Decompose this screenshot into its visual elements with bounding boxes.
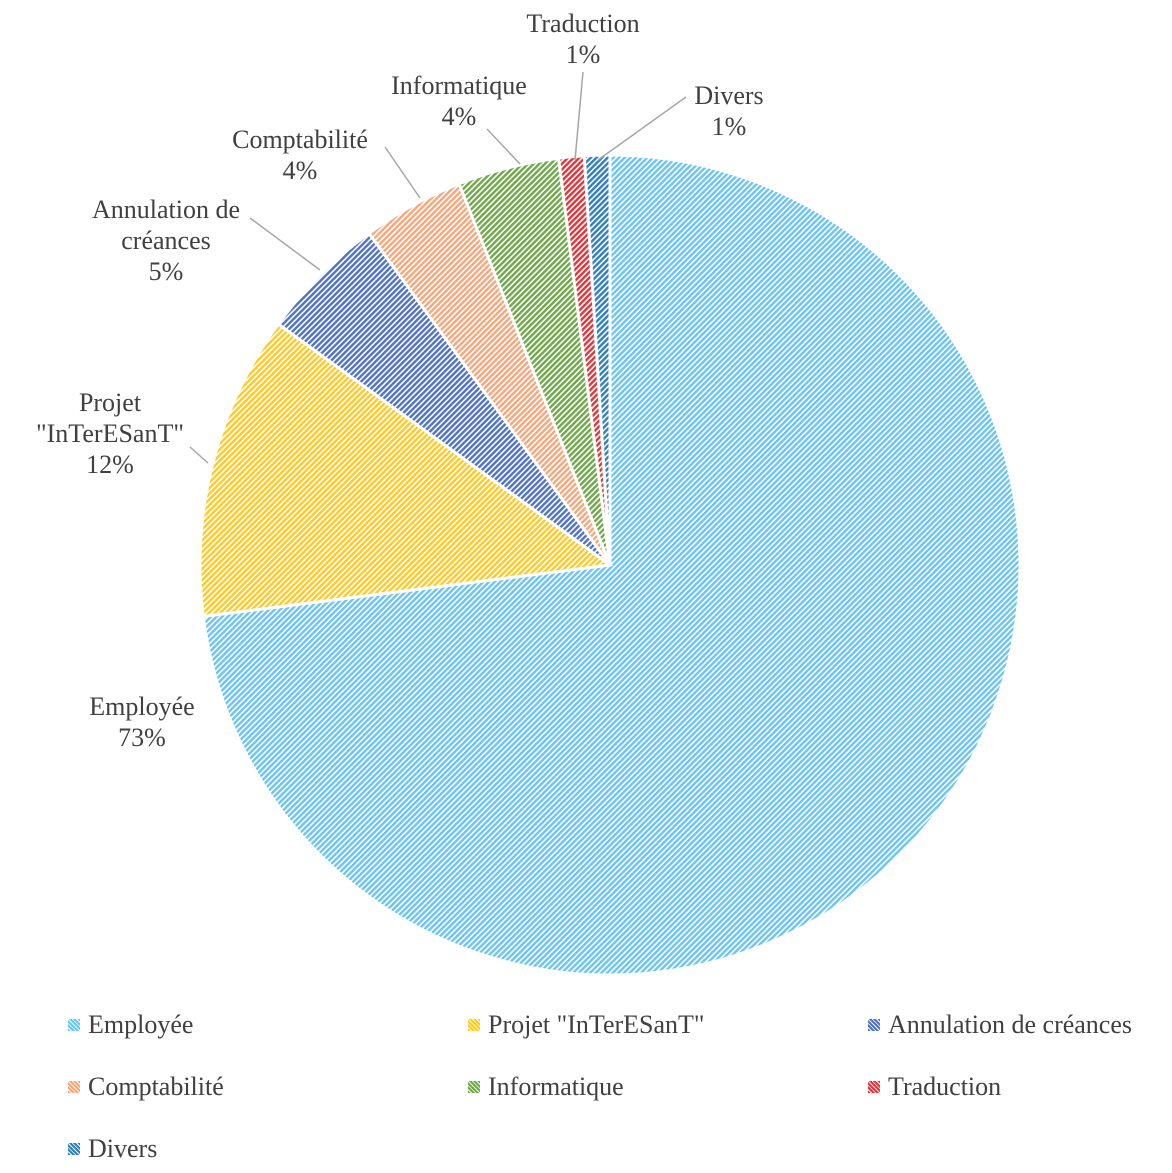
legend-swatch-informatique	[468, 1081, 480, 1093]
legend-item-projet-interesant: Projet "InTerESanT"	[468, 1010, 705, 1040]
pie-chart: Employée 73% Projet "InTerESanT" 12% Annulati…	[36, 9, 1022, 977]
legend-item-comptabilite: Comptabilité	[68, 1072, 224, 1102]
leader-line-informatique	[486, 128, 521, 165]
data-label-annulation-de-creances: Annulation de créances 5%	[92, 195, 240, 286]
pie-slice-divers	[582, 153, 612, 566]
leader-line-comptabilite	[384, 146, 421, 199]
data-label-divers: Divers 1%	[694, 81, 763, 141]
data-label-informatique: Informatique 4%	[391, 71, 527, 131]
legend-swatch-employee	[68, 1019, 80, 1031]
leader-lines	[189, 71, 687, 464]
data-label-traduction: Traduction 1%	[526, 9, 639, 69]
legend-swatch-annulation-de-creances	[868, 1019, 880, 1031]
chart-legend: Employée Projet "InTerESanT" Annulation de…	[68, 1010, 1168, 1170]
pie-slice-projet-interesant	[198, 321, 614, 619]
legend-label: Projet "InTerESanT"	[488, 1010, 705, 1039]
data-label-comptabilite: Comptabilité 4%	[232, 125, 368, 185]
legend-label: Divers	[88, 1134, 158, 1163]
legend-label: Comptabilité	[88, 1072, 224, 1101]
leader-line-divers	[597, 96, 687, 161]
legend-item-divers: Divers	[68, 1134, 157, 1164]
leader-line-annulation-de-creances	[249, 217, 321, 271]
legend-item-informatique: Informatique	[468, 1072, 624, 1102]
data-label-projet-interesant: Projet "InTerESanT" 12%	[36, 388, 184, 479]
legend-item-annulation-de-creances: Annulation de créances	[868, 1010, 1132, 1040]
leader-line-traduction	[574, 71, 584, 161]
pie-slices	[198, 153, 1022, 977]
legend-label: Annulation de créances	[888, 1010, 1133, 1039]
data-label-employee: Employée 73%	[89, 692, 194, 752]
legend-item-employee: Employée	[68, 1010, 193, 1040]
legend-item-traduction: Traduction	[868, 1072, 1001, 1102]
data-labels: Employée 73% Projet "InTerESanT" 12% Annulati…	[36, 9, 764, 752]
legend-label: Employée	[88, 1010, 194, 1039]
legend-label: Informatique	[488, 1072, 624, 1101]
legend-swatch-traduction	[868, 1081, 880, 1093]
legend-swatch-divers	[68, 1143, 80, 1155]
leader-line-projet-interesant	[189, 446, 209, 464]
legend-swatch-comptabilite	[68, 1081, 80, 1093]
legend-swatch-projet-interesant	[468, 1019, 480, 1031]
legend-label: Traduction	[888, 1072, 1002, 1101]
